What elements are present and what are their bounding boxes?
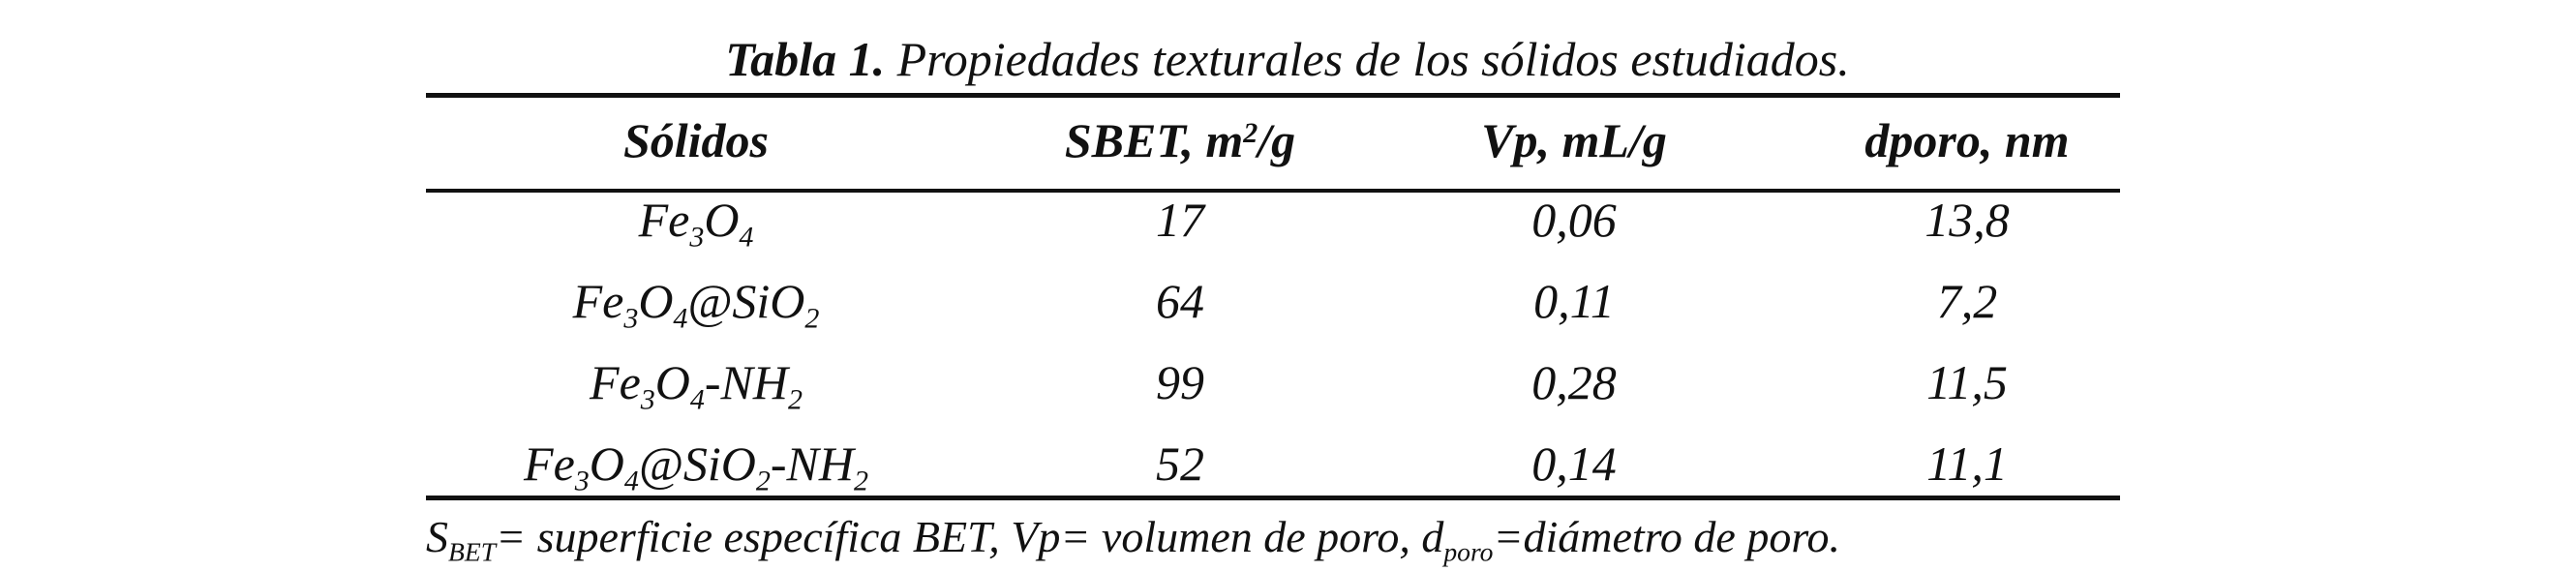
text-segment: 64 — [1156, 274, 1204, 328]
table-cell: 0,28 — [1531, 358, 1617, 406]
text-segment: @SiO — [687, 274, 805, 328]
text-segment: -NH — [704, 355, 788, 409]
top-rule — [426, 93, 2120, 98]
text-segment: Fe — [524, 436, 575, 491]
subscript: 4 — [623, 465, 639, 497]
subscript: 3 — [640, 383, 655, 416]
caption-text: Propiedades texturales de los sólidos es… — [896, 32, 1850, 86]
table-cell: 11,5 — [1926, 358, 2008, 406]
subscript: 3 — [689, 221, 705, 254]
text-segment: O — [654, 355, 690, 409]
table-cell: 99 — [1156, 358, 1204, 406]
text-segment: 7,2 — [1936, 274, 1998, 328]
text-segment: Fe — [638, 193, 690, 247]
text-segment: Fe — [590, 355, 641, 409]
text-segment: 11,5 — [1926, 355, 2008, 409]
text-segment: Sólidos — [622, 113, 770, 167]
caption: Tabla 1. Propiedades texturales de los s… — [725, 35, 1850, 83]
table-cell: Fe3O4@SiO2-NH2 — [524, 439, 868, 496]
text-segment: Fe — [572, 274, 624, 328]
text-segment: SBET, m — [1064, 113, 1244, 167]
text-segment: O — [704, 193, 740, 247]
subscript: BET — [448, 536, 497, 567]
text-segment: dporo, nm — [1864, 113, 2070, 167]
table-cell: Fe3O4@SiO2 — [573, 277, 820, 334]
text-segment: @SiO — [638, 436, 756, 491]
text-segment: -NH — [770, 436, 854, 491]
mid-rule — [426, 189, 2120, 193]
header-cell: SBET, m2/g — [1065, 116, 1295, 165]
table-cell: 0,11 — [1533, 277, 1615, 325]
text-segment: 0,28 — [1531, 355, 1617, 409]
text-segment: 13,8 — [1924, 193, 2010, 247]
text-segment: Vp, mL/g — [1481, 113, 1667, 167]
table-cell: 13,8 — [1924, 195, 2010, 244]
header-cell: Sólidos — [623, 116, 769, 165]
text-segment: /g — [1258, 113, 1296, 167]
table-cell: 11,1 — [1926, 439, 2008, 488]
footnote: SBET= superficie específica BET, Vp= vol… — [426, 515, 1840, 565]
text-segment: O — [638, 274, 674, 328]
table-cell: 7,2 — [1937, 277, 1998, 325]
table-cell: Fe3O4-NH2 — [590, 358, 803, 415]
text-segment: 99 — [1156, 355, 1204, 409]
table-cell: Fe3O4 — [639, 195, 754, 253]
subscript: poro — [1443, 536, 1494, 567]
table-cell: 0,06 — [1531, 195, 1617, 244]
subscript: 3 — [623, 302, 639, 335]
superscript: 2 — [1243, 117, 1258, 149]
subscript: 4 — [689, 383, 705, 416]
subscript: 2 — [853, 465, 868, 497]
bottom-rule — [426, 496, 2120, 500]
text-segment: S — [426, 512, 448, 561]
subscript: 2 — [787, 383, 803, 416]
table-cell: 0,14 — [1531, 439, 1617, 488]
subscript: 3 — [574, 465, 590, 497]
header-cell: Vp, mL/g — [1481, 116, 1667, 165]
text-segment: O — [589, 436, 624, 491]
text-segment: 0,11 — [1533, 274, 1615, 328]
caption-label: Tabla 1. — [725, 32, 886, 86]
subscript: 4 — [673, 302, 688, 335]
text-segment: =diámetro de poro. — [1493, 512, 1841, 561]
table-cell: 52 — [1156, 439, 1204, 488]
header-cell: dporo, nm — [1864, 116, 2069, 165]
text-segment: 17 — [1156, 193, 1204, 247]
subscript: 2 — [804, 302, 820, 335]
text-segment: = superficie específica BET, Vp= volumen… — [496, 512, 1444, 561]
text-segment: 0,14 — [1531, 436, 1617, 491]
text-segment: 52 — [1156, 436, 1204, 491]
table-cell: 17 — [1156, 195, 1204, 244]
subscript: 2 — [755, 465, 771, 497]
table-cell: 64 — [1156, 277, 1204, 325]
subscript: 4 — [739, 221, 754, 254]
text-segment: 11,1 — [1926, 436, 2008, 491]
text-segment: 0,06 — [1531, 193, 1617, 247]
